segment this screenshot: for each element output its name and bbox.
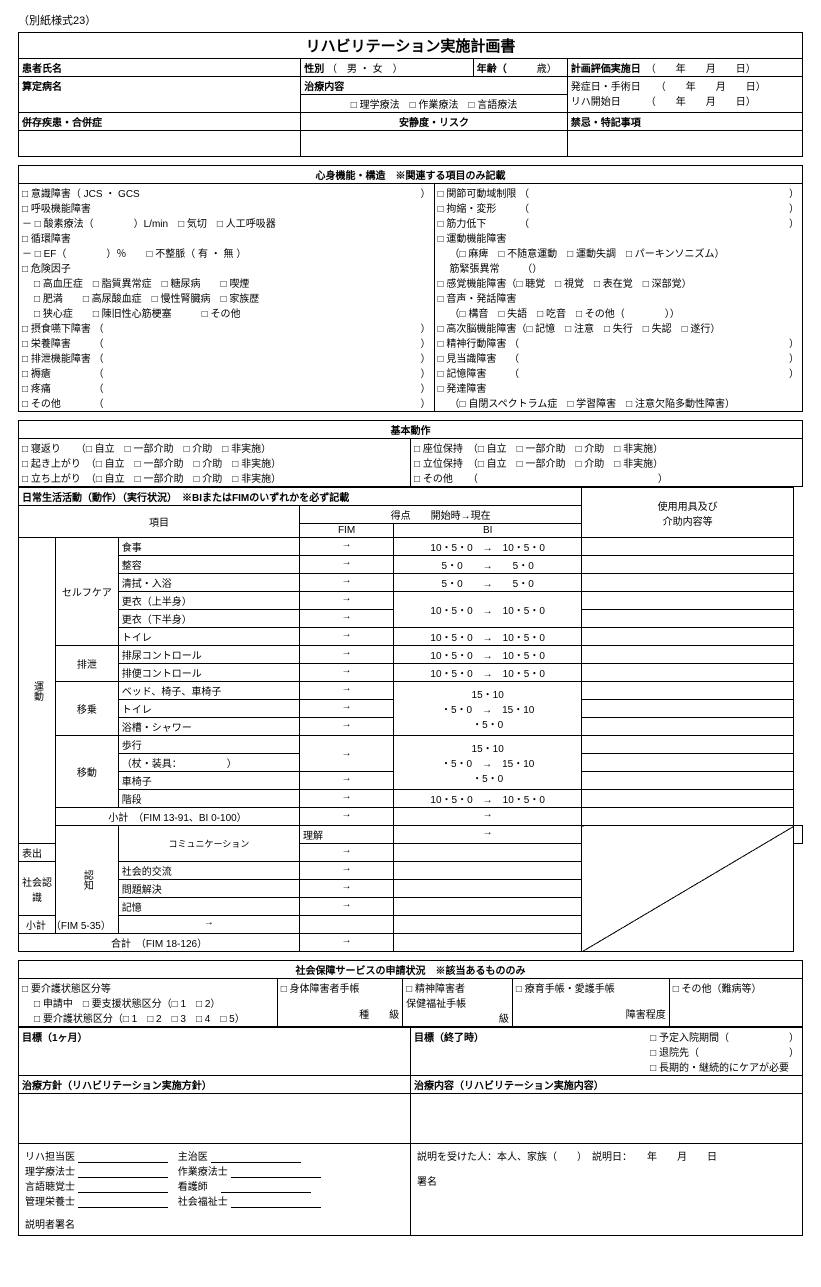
age-suffix: 歳） — [537, 64, 557, 75]
title: リハビリテーション実施計画書 — [19, 33, 803, 59]
score-label: 得点 開始時→現在 — [300, 506, 582, 524]
treatment-policy: 治療方針（リハビリテーション実施方針） — [22, 1081, 212, 1092]
rest-risk-label: 安静度・リスク — [399, 118, 469, 129]
basic-motion-header: 基本動作 — [19, 421, 803, 439]
header-table: リハビリテーション実施計画書 患者氏名 性別 （ 男 ・ 女 ） 年齢（ 歳） … — [18, 32, 803, 157]
st-checkbox[interactable]: 言語療法 — [468, 100, 517, 111]
body-function-table: 心身機能・構造 ※関連する項目のみ記載 意識障害（ JCS ・ GCS） 呼吸機… — [18, 165, 803, 412]
explained-to: 説明を受けた人：本人、家族（ ） 説明日： 年 月 日 — [417, 1148, 796, 1163]
onset-label: 発症日・手術日 — [571, 82, 641, 93]
item-label: 項目 — [19, 506, 300, 538]
goals-table: 目標（1ヶ月） 目標（終了時） 予定入院期間（ ） 退院先（ ） 長期的・継続的… — [18, 1027, 803, 1236]
sex-label: 性別 — [304, 64, 324, 75]
pt-checkbox[interactable]: 理学療法 — [351, 100, 400, 111]
treatment-label: 治療内容 — [304, 82, 344, 93]
plan-eval-label: 計画評価実施日 — [571, 64, 641, 75]
treatment-content: 治療内容（リハビリテーション実施内容） — [414, 1081, 604, 1092]
social-table: 社会保障サービスの申請状況 ※該当あるもののみ 要介護状態区分等 申請中 要支援… — [18, 960, 803, 1027]
signature-label: 署名 — [417, 1173, 796, 1188]
social-header: 社会保障サービスの申請状況 ※該当あるもののみ — [19, 961, 803, 979]
sex-options: （ 男 ・ 女 ） — [327, 64, 403, 75]
contraindication-label: 禁忌・特記事項 — [571, 118, 641, 129]
age-label: 年齢（ — [477, 64, 507, 75]
adl-table: 日常生活活動（動作）（実行状況） ※BIまたはFIMのいずれかを必ず記載 使用用… — [18, 487, 803, 952]
basic-motion-table: 基本動作 寝返り （□ 自立 □ 一部介助 □ 介助 □ 非実施） 起き上がり … — [18, 420, 803, 487]
adl-header: 日常生活活動（動作）（実行状況） ※BIまたはFIMのいずれかを必ず記載 — [19, 488, 582, 506]
comorbidity-label: 併存疾患・合併症 — [22, 118, 102, 129]
goal-1month: 目標（1ヶ月） — [22, 1033, 88, 1044]
form-id: （別紙様式23） — [18, 12, 803, 28]
goal-end: 目標（終了時） — [414, 1033, 484, 1044]
equipment-label: 使用用具及び 介助内容等 — [582, 488, 794, 538]
ot-checkbox[interactable]: 作業療法 — [410, 100, 459, 111]
body-function-header: 心身機能・構造 ※関連する項目のみ記載 — [19, 166, 803, 184]
rehab-start-label: リハ開始日 — [571, 97, 621, 108]
disease-label: 算定病名 — [22, 82, 62, 93]
patient-name-label: 患者氏名 — [22, 64, 62, 75]
